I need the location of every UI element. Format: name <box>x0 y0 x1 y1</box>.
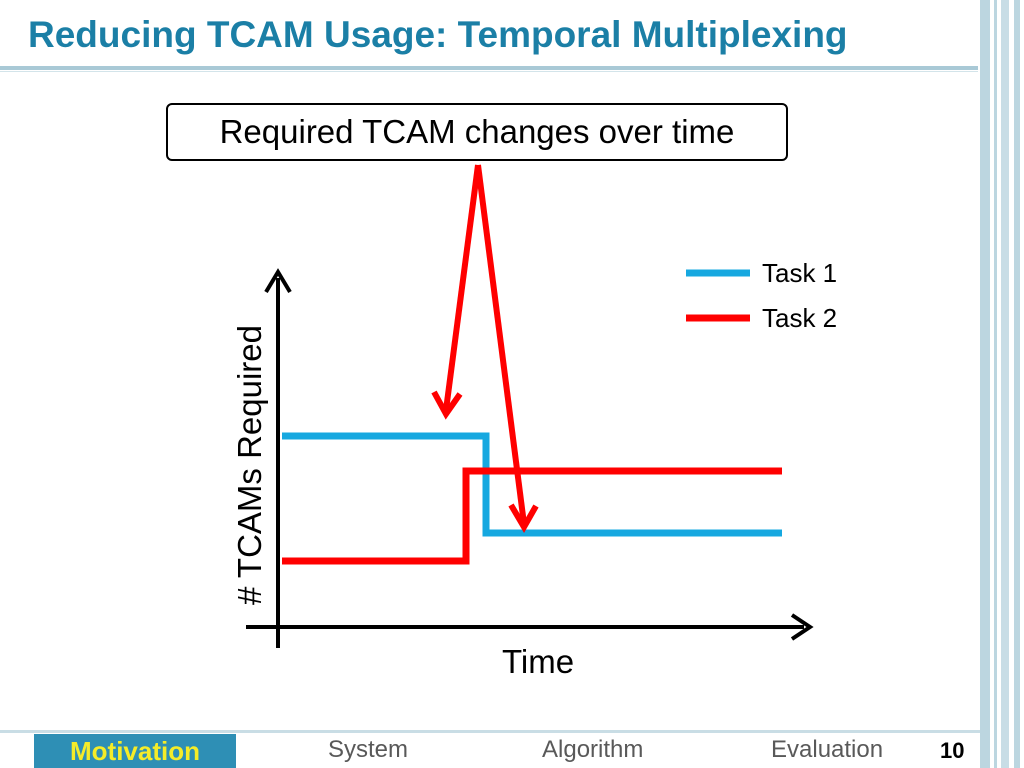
edge-bar <box>994 0 997 768</box>
y-axis-label: # TCAMs Required <box>231 324 268 606</box>
edge-bar <box>980 0 990 768</box>
task2-line <box>282 467 782 565</box>
edge-bar <box>1001 0 1009 768</box>
x-axis-arrowhead <box>790 613 814 641</box>
x-axis-label: Time <box>502 643 575 680</box>
callout-arrow-left <box>443 164 481 411</box>
title-divider <box>0 66 980 70</box>
title-divider-thin <box>0 71 980 72</box>
nav-item-algorithm[interactable]: Algorithm <box>542 736 644 763</box>
task1-line <box>282 432 782 537</box>
y-axis-arrowhead <box>264 268 292 294</box>
nav-item-evaluation[interactable]: Evaluation <box>771 736 884 763</box>
right-edge-decoration <box>978 0 1024 768</box>
nav-item-system[interactable]: System <box>328 736 409 763</box>
legend-label-task2: Task 2 <box>762 303 838 333</box>
footer-divider <box>0 730 980 733</box>
callout-arrowhead-left <box>431 390 463 420</box>
callout-box: Required TCAM changes over time <box>166 103 788 161</box>
nav-item-motivation[interactable]: Motivation <box>34 734 236 768</box>
callout-arrowhead-right <box>508 503 539 533</box>
legend-label-task1: Task 1 <box>762 258 838 288</box>
page-number: 10 <box>940 738 965 763</box>
callout-arrow-right <box>475 164 527 525</box>
slide-title: Reducing TCAM Usage: Temporal Multiplexi… <box>28 14 848 55</box>
edge-bar <box>1014 0 1020 768</box>
